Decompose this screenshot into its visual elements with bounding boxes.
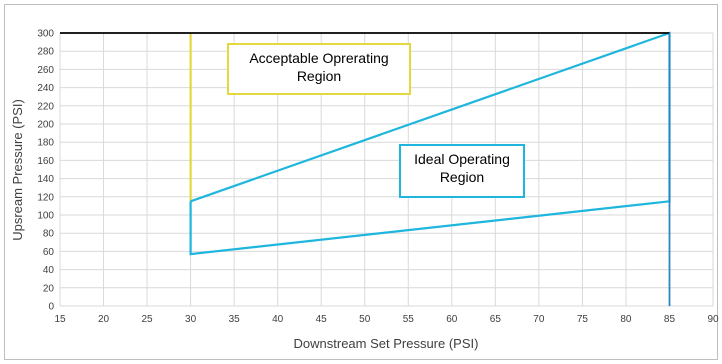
x-tick-label: 15 — [54, 314, 66, 325]
ideal-region-label-text: Ideal Operating — [414, 151, 510, 167]
x-tick-label: 35 — [229, 314, 241, 325]
x-tick-label: 65 — [490, 314, 502, 325]
x-tick-label: 45 — [316, 314, 328, 325]
ideal-region-label: Ideal Operating Region — [400, 145, 524, 197]
x-tick-label: 25 — [142, 314, 154, 325]
x-axis-title: Downstream Set Pressure (PSI) — [294, 336, 479, 351]
x-tick-label: 70 — [533, 314, 545, 325]
y-tick-label: 80 — [43, 229, 55, 240]
y-tick-label: 300 — [37, 29, 54, 40]
y-tick-label: 200 — [37, 120, 54, 131]
y-tick-label: 60 — [43, 247, 55, 258]
x-tick-label: 85 — [664, 314, 676, 325]
x-tick-label: 55 — [403, 314, 415, 325]
x-tick-label: 20 — [98, 314, 110, 325]
y-tick-label: 140 — [37, 174, 54, 185]
x-tick-label: 80 — [620, 314, 632, 325]
y-tick-label: 20 — [43, 283, 55, 294]
acceptable-region-label-text: Acceptable Oprerating — [249, 50, 388, 66]
acceptable-region-label: Acceptable Oprerating Region — [228, 44, 410, 94]
x-tick-label: 50 — [359, 314, 371, 325]
y-tick-label: 280 — [37, 47, 54, 58]
y-tick-label: 0 — [48, 302, 54, 313]
x-tick-label: 30 — [185, 314, 197, 325]
y-axis-title: Upsream Pressure (PSI) — [10, 99, 25, 241]
y-tick-label: 120 — [37, 192, 54, 203]
y-tick-label: 220 — [37, 101, 54, 112]
y-tick-label: 240 — [37, 83, 54, 94]
x-tick-label: 75 — [577, 314, 589, 325]
acceptable-region-label-text: Region — [297, 68, 341, 84]
y-tick-label: 40 — [43, 265, 55, 276]
y-tick-label: 160 — [37, 156, 54, 167]
y-tick-label: 180 — [37, 138, 54, 149]
y-tick-label: 100 — [37, 211, 54, 222]
x-tick-label: 60 — [446, 314, 458, 325]
x-tick-label: 40 — [272, 314, 284, 325]
y-tick-label: 260 — [37, 65, 54, 76]
x-tick-label: 90 — [707, 314, 719, 325]
ideal-region-label-text: Region — [440, 169, 484, 185]
